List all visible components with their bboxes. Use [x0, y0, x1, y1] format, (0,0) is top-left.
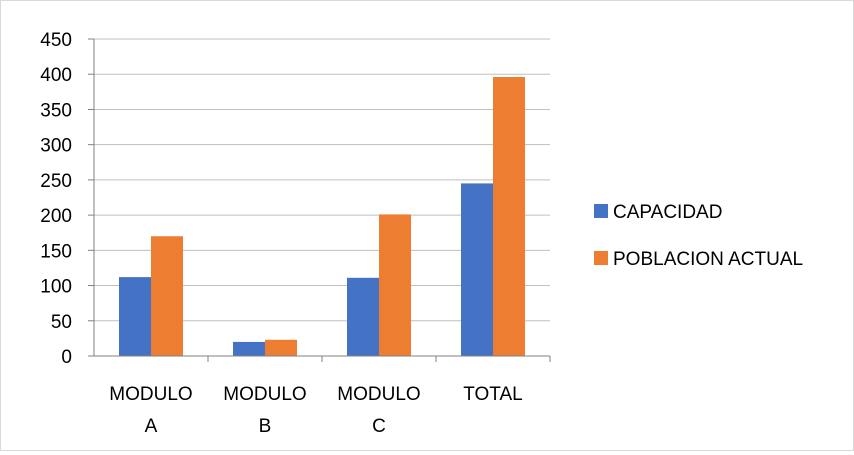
- legend-label: CAPACIDAD: [613, 202, 722, 223]
- legend-swatch: [594, 251, 608, 265]
- bar-poblacion-actual: [151, 236, 183, 356]
- y-tick-label: 300: [40, 136, 72, 157]
- y-tick-label: 0: [61, 347, 72, 368]
- legend-label: POBLACION ACTUAL: [613, 249, 803, 270]
- bars: [119, 77, 525, 356]
- legend-swatch: [594, 204, 608, 218]
- y-tick-label: 450: [40, 30, 72, 51]
- bar-capacidad: [347, 277, 379, 356]
- x-category-labels: MODULO A MODULO B MODULO C TOTAL: [109, 384, 522, 437]
- x-category-label: MODULO: [223, 384, 306, 405]
- x-category-label: A: [145, 416, 158, 437]
- axes: [88, 38, 551, 362]
- y-tick-label: 50: [51, 312, 72, 333]
- bar-capacidad: [461, 183, 493, 356]
- x-category-label: TOTAL: [463, 384, 522, 405]
- y-tick-labels: 0 50 100 150 200 250 300 350 400 450: [40, 30, 72, 368]
- x-category-label: B: [259, 416, 272, 437]
- legend: CAPACIDAD POBLACION ACTUAL: [594, 202, 803, 270]
- x-category-label: MODULO: [337, 384, 420, 405]
- bar-capacidad: [119, 277, 151, 356]
- x-category-label: C: [372, 416, 386, 437]
- y-tick-label: 250: [40, 171, 72, 192]
- bar-capacidad: [233, 341, 265, 356]
- bar-poblacion-actual: [265, 339, 297, 356]
- y-tick-label: 400: [40, 65, 72, 86]
- x-category-label: MODULO: [109, 384, 192, 405]
- y-tick-label: 150: [40, 241, 72, 262]
- y-tick-label: 350: [40, 100, 72, 121]
- y-tick-label: 100: [40, 277, 72, 298]
- bar-poblacion-actual: [379, 214, 411, 356]
- bar-poblacion-actual: [493, 77, 525, 356]
- y-tick-label: 200: [40, 206, 72, 227]
